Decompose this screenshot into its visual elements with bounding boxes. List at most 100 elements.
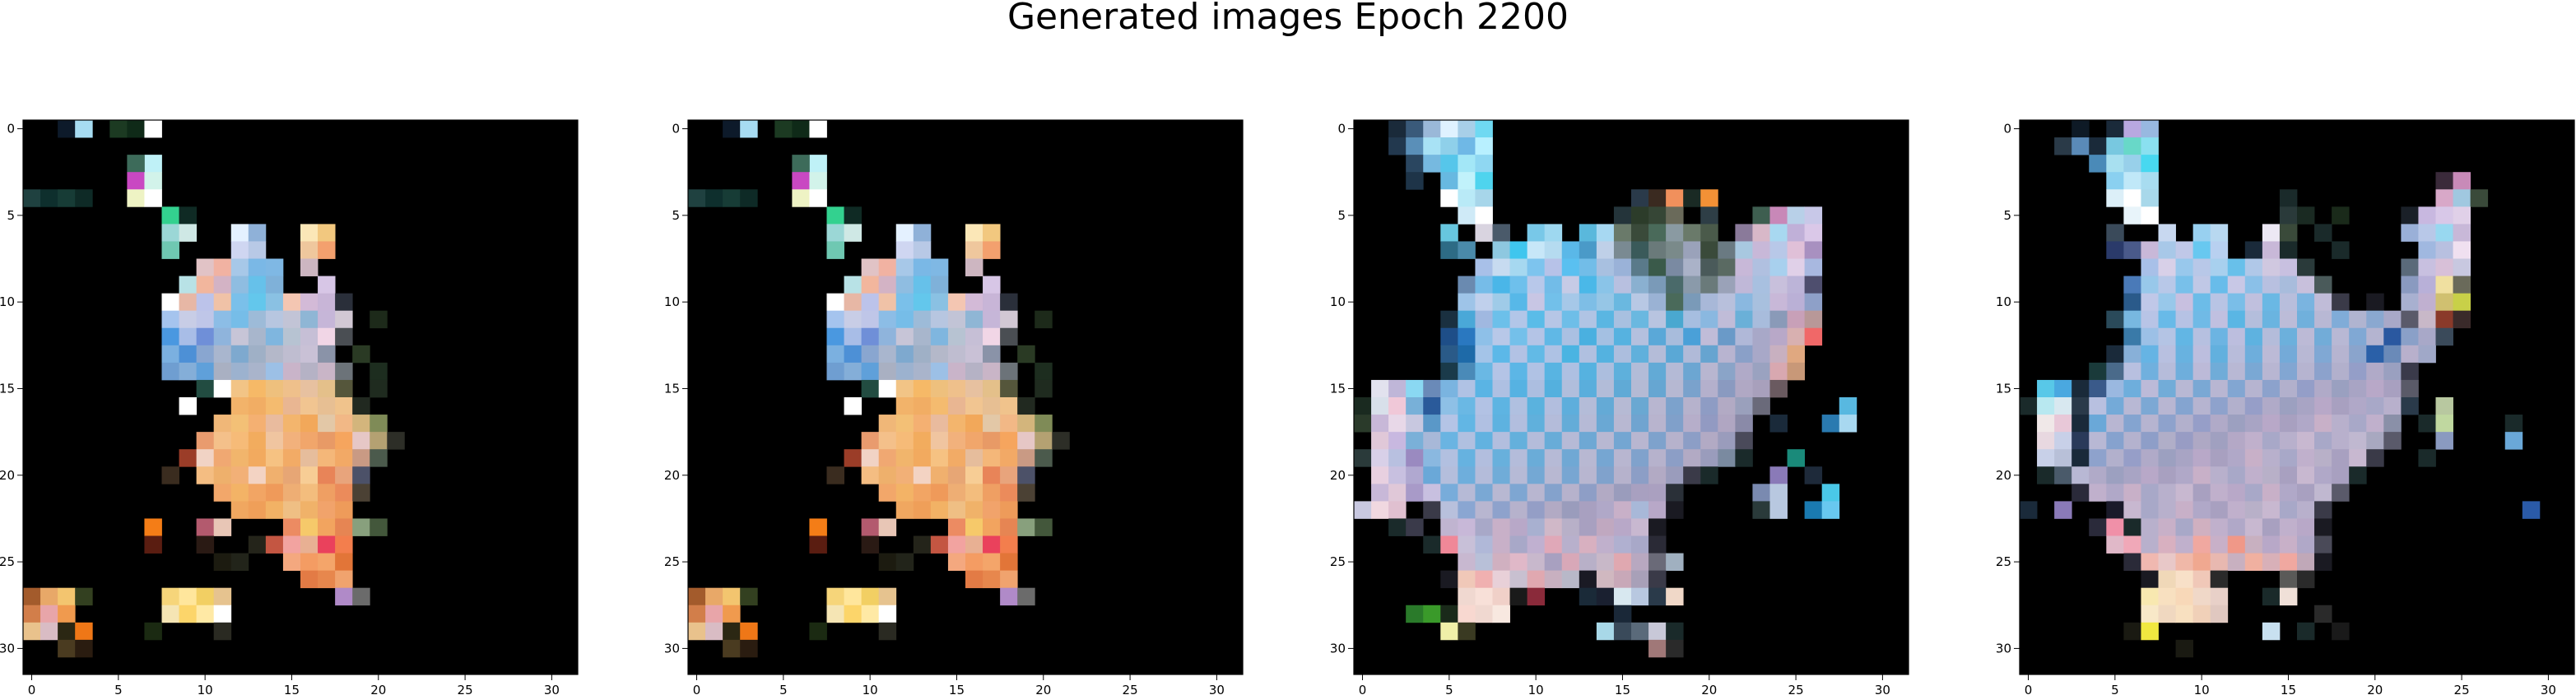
image-pixel (1631, 553, 1649, 572)
image-panel-1: 0 5 10 15 20 25 30 0 5 10 15 20 25 30 (0, 119, 579, 695)
image-pixel (2401, 362, 2419, 381)
image-pixel (2244, 535, 2263, 554)
image-pixel (1035, 432, 1053, 450)
image-pixel (1735, 258, 1753, 276)
image-pixel (2210, 535, 2229, 554)
image-pixel (2349, 345, 2367, 364)
image-pixel (335, 587, 353, 606)
image-pixel (1000, 553, 1018, 572)
image-pixel (2071, 466, 2090, 484)
image-pixel (213, 622, 232, 641)
image-pixel (2123, 241, 2141, 259)
image-pixel (965, 535, 983, 554)
image-pixel (1371, 432, 1389, 450)
image-pixel (2227, 397, 2246, 415)
image-pixel (265, 310, 284, 329)
image-pixel (983, 449, 1001, 467)
image-pixel (213, 484, 232, 502)
image-pixel (370, 310, 388, 329)
image-pixel (947, 397, 966, 415)
image-pixel (1423, 155, 1441, 173)
image-pixel (282, 535, 301, 554)
image-pixel (1631, 484, 1649, 502)
x-tick-label: 10 (1528, 683, 1544, 695)
image-pixel (2192, 553, 2211, 572)
image-pixel (895, 362, 914, 381)
image-pixel (1787, 293, 1806, 312)
image-pixel (230, 293, 249, 312)
image-pixel (1579, 415, 1597, 433)
image-pixel (2262, 258, 2281, 276)
image-pixel (370, 379, 388, 398)
image-pixel (2175, 484, 2194, 502)
image-pixel (144, 189, 162, 207)
image-pixel (161, 362, 179, 381)
image-pixel (2071, 449, 2090, 467)
image-pixel (2175, 639, 2194, 658)
image-pixel (75, 120, 93, 138)
image-pixel (826, 206, 844, 225)
image-pixel (2244, 484, 2263, 502)
image-pixel (1769, 484, 1788, 502)
image-pixel (2453, 172, 2471, 190)
image-pixel (1804, 293, 1823, 312)
image-pixel (965, 518, 983, 536)
image-pixel (161, 293, 179, 312)
image-pixel (2262, 415, 2281, 433)
image-pixel (2089, 449, 2107, 467)
image-pixel (213, 605, 232, 623)
image-pixel (1475, 293, 1493, 312)
image-pixel (1017, 397, 1035, 415)
image-pixel (265, 484, 284, 502)
image-pixel (2383, 397, 2402, 415)
image-pixel (2123, 137, 2141, 155)
image-pixel (1544, 379, 1563, 398)
image-pixel (1666, 345, 1684, 364)
image-pixel (1613, 553, 1632, 572)
image-pixel (318, 379, 336, 398)
image-pixel (1000, 449, 1018, 467)
image-pixel (2227, 293, 2246, 312)
image-pixel (930, 449, 949, 467)
image-pixel (282, 518, 301, 536)
image-pixel (370, 432, 388, 450)
image-pixel (161, 310, 179, 329)
image-pixel (2192, 501, 2211, 519)
image-pixel (1544, 397, 1563, 415)
image-pixel (1718, 397, 1736, 415)
image-pixel (300, 432, 319, 450)
image-pixel (248, 345, 267, 364)
image-pixel (144, 622, 162, 641)
image-pixel (2054, 432, 2072, 450)
image-pixel (1666, 449, 1684, 467)
image-pixel (1579, 518, 1597, 536)
image-pixel (2332, 379, 2350, 398)
image-pixel (2106, 449, 2124, 467)
image-pixel (2279, 362, 2298, 381)
image-pixel (2227, 466, 2246, 484)
image-pixel (1440, 605, 1458, 623)
image-pixel (1458, 535, 1476, 554)
image-pixel (2297, 258, 2315, 276)
image-pixel (2314, 449, 2332, 467)
x-tick-label: 0 (1359, 683, 1367, 695)
image-pixel (2279, 189, 2298, 207)
image-pixel (861, 362, 880, 381)
image-pixel (1406, 449, 1424, 467)
x-tick-label: 25 (458, 683, 473, 695)
image-pixel (230, 466, 249, 484)
image-pixel (1458, 137, 1476, 155)
image-pixel (2453, 206, 2471, 225)
image-pixel (2418, 241, 2436, 259)
image-pixel (2349, 362, 2367, 381)
image-pixel (2279, 397, 2298, 415)
image-pixel (2227, 276, 2246, 294)
image-pixel (1406, 379, 1424, 398)
image-pixel (2262, 449, 2281, 467)
image-pixel (947, 327, 966, 346)
image-pixel (248, 310, 267, 329)
image-pixel (161, 345, 179, 364)
image-pixel (2227, 415, 2246, 433)
image-pixel (878, 415, 897, 433)
image-pixel (1561, 241, 1580, 259)
